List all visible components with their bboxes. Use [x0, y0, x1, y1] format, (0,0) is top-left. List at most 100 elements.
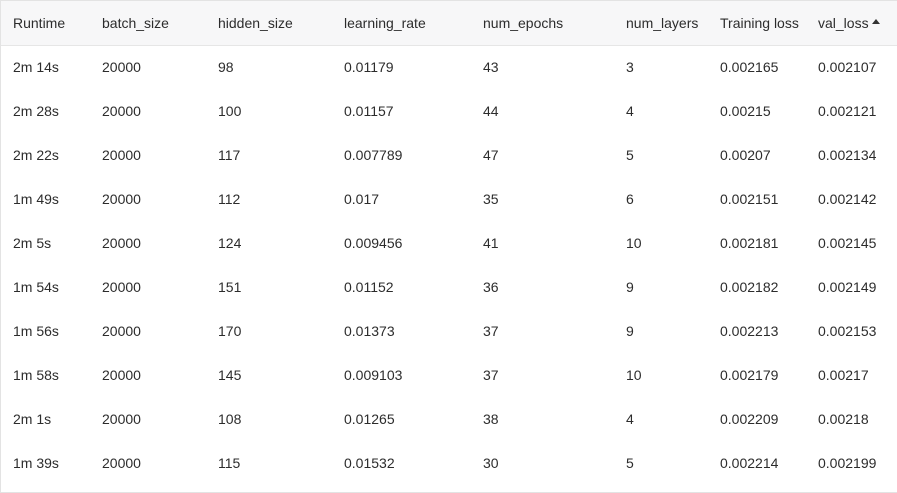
cell-num-layers: 10 — [626, 367, 642, 383]
cell-batch-size: 20000 — [102, 147, 141, 163]
cell-num-epochs: 38 — [483, 411, 499, 427]
sort-ascending-icon[interactable] — [871, 19, 880, 25]
column-header-label: batch_size — [102, 14, 169, 31]
cell-training-loss: 0.002181 — [720, 235, 779, 251]
cell-val-loss: 0.002153 — [818, 323, 877, 339]
cell-val-loss: 0.00218 — [818, 411, 869, 427]
cell-num-layers: 4 — [626, 411, 634, 427]
cell-training-loss: 0.00215 — [720, 103, 771, 119]
cell-runtime: 2m 22s — [13, 147, 59, 163]
table-row[interactable]: 1m 54s 20000 151 0.01152 36 9 0.002182 0.002149 — [1, 265, 897, 309]
cell-val-loss: 0.002145 — [818, 235, 877, 251]
table-row[interactable]: 1m 58s 20000 145 0.009103 37 10 0.002179 0.0021… — [1, 353, 897, 397]
table-row[interactable]: 1m 39s 20000 115 0.01532 30 5 0.002214 0.002199 — [1, 441, 897, 485]
cell-num-epochs: 37 — [483, 323, 499, 339]
cell-training-loss: 0.002165 — [720, 59, 779, 76]
cell-runtime: 1m 56s — [13, 323, 59, 339]
cell-training-loss: 0.002151 — [720, 191, 779, 207]
cell-num-epochs: 37 — [483, 367, 499, 383]
cell-runtime: 1m 39s — [13, 455, 59, 471]
table-row[interactable]: 2m 28s 20000 100 0.01157 44 4 0.00215 0.002121 — [1, 89, 897, 133]
cell-val-loss: 0.002134 — [818, 147, 877, 163]
cell-num-epochs: 35 — [483, 191, 499, 207]
cell-val-loss: 0.002142 — [818, 191, 877, 207]
cell-training-loss: 0.002179 — [720, 367, 779, 383]
cell-learning-rate: 0.01373 — [344, 323, 395, 339]
cell-val-loss: 0.002107 — [818, 59, 877, 76]
cell-batch-size: 20000 — [102, 235, 141, 251]
cell-num-layers: 10 — [626, 235, 642, 251]
cell-hidden-size: 98 — [218, 59, 234, 76]
sort-wrapper: val_loss — [818, 15, 880, 31]
cell-num-epochs: 47 — [483, 147, 499, 163]
cell-val-loss: 0.002199 — [818, 455, 877, 471]
cell-learning-rate: 0.017 — [344, 191, 380, 207]
cell-runtime: 2m 1s — [13, 411, 52, 427]
cell-learning-rate: 0.007789 — [344, 147, 403, 163]
cell-runtime: 1m 58s — [13, 367, 59, 383]
cell-batch-size: 20000 — [102, 367, 141, 383]
column-header-batch-size[interactable]: batch_size — [102, 1, 218, 46]
cell-num-layers: 4 — [626, 103, 634, 119]
column-header-learning-rate[interactable]: learning_rate — [344, 1, 483, 46]
cell-learning-rate: 0.009456 — [344, 235, 403, 251]
cell-hidden-size: 124 — [218, 235, 242, 251]
cell-runtime: 2m 5s — [13, 235, 52, 251]
cell-hidden-size: 145 — [218, 367, 242, 383]
cell-batch-size: 20000 — [102, 59, 141, 76]
column-header-label: learning_rate — [344, 14, 426, 31]
table-row[interactable]: 1m 49s 20000 112 0.017 35 6 0.002151 0.002142 — [1, 177, 897, 221]
column-header-label: Runtime — [13, 14, 66, 31]
table-row[interactable]: 2m 5s 20000 124 0.009456 41 10 0.002181 0.00214… — [1, 221, 897, 265]
cell-learning-rate: 0.01265 — [344, 411, 395, 427]
cell-runtime: 2m 28s — [13, 103, 59, 119]
cell-num-epochs: 43 — [483, 59, 499, 76]
table-body: 2m 14s 20000 98 0.01179 43 3 0.002165 0.002107 2… — [1, 45, 897, 485]
table-row[interactable]: 1m 56s 20000 170 0.01373 37 9 0.002213 0.002153 — [1, 309, 897, 353]
cell-num-layers: 9 — [626, 279, 634, 295]
cell-val-loss: 0.002149 — [818, 279, 877, 295]
table-row[interactable]: 2m 14s 20000 98 0.01179 43 3 0.002165 0.002107 — [1, 45, 897, 89]
cell-val-loss: 0.002121 — [818, 103, 877, 119]
cell-hidden-size: 108 — [218, 411, 242, 427]
column-header-runtime[interactable]: Runtime — [1, 1, 102, 46]
cell-num-layers: 3 — [626, 59, 634, 76]
column-header-training-loss[interactable]: Training loss — [720, 1, 818, 46]
cell-hidden-size: 151 — [218, 279, 242, 295]
cell-num-layers: 6 — [626, 191, 634, 207]
column-header-label: val_loss — [818, 14, 869, 31]
table-row[interactable]: 2m 22s 20000 117 0.007789 47 5 0.00207 0.002134 — [1, 133, 897, 177]
column-header-label: Training loss — [720, 14, 799, 31]
cell-num-layers: 9 — [626, 323, 634, 339]
cell-batch-size: 20000 — [102, 411, 141, 427]
column-header-num-layers[interactable]: num_layers — [626, 1, 720, 46]
cell-training-loss: 0.002209 — [720, 411, 779, 427]
cell-batch-size: 20000 — [102, 103, 141, 119]
cell-val-loss: 0.00217 — [818, 367, 869, 383]
cell-num-epochs: 44 — [483, 103, 499, 119]
cell-hidden-size: 170 — [218, 323, 242, 339]
cell-batch-size: 20000 — [102, 279, 141, 295]
cell-hidden-size: 117 — [218, 147, 241, 163]
table-row[interactable]: 2m 1s 20000 108 0.01265 38 4 0.002209 0.00218 — [1, 397, 897, 441]
cell-num-layers: 5 — [626, 147, 634, 163]
cell-batch-size: 20000 — [102, 455, 141, 471]
cell-num-epochs: 30 — [483, 455, 499, 471]
column-header-label: num_epochs — [483, 14, 564, 31]
cell-training-loss: 0.002214 — [720, 455, 779, 471]
column-header-hidden-size[interactable]: hidden_size — [218, 1, 344, 46]
cell-learning-rate: 0.01179 — [344, 59, 394, 76]
cell-hidden-size: 112 — [218, 191, 241, 207]
cell-learning-rate: 0.01157 — [344, 103, 394, 119]
column-header-num-epochs[interactable]: num_epochs — [483, 1, 626, 46]
column-header-label: hidden_size — [218, 14, 293, 31]
column-header-val-loss[interactable]: val_loss — [818, 1, 897, 46]
cell-runtime: 2m 14s — [13, 59, 59, 76]
cell-batch-size: 20000 — [102, 191, 141, 207]
cell-training-loss: 0.00207 — [720, 147, 771, 163]
cell-num-layers: 5 — [626, 455, 634, 471]
cell-hidden-size: 100 — [218, 103, 242, 119]
cell-runtime: 1m 54s — [13, 279, 59, 295]
